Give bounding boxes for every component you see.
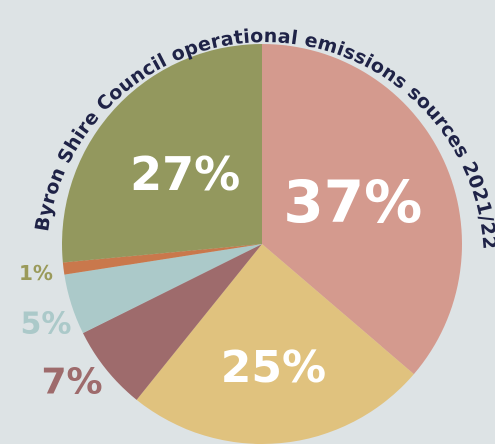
pie-label-5pct: 5% (21, 307, 72, 342)
pie-slice-37pct (262, 44, 462, 375)
pie-labels: 37% 25% 7% 5% 1% 27% (19, 147, 422, 403)
pie-slice-5pct (64, 244, 262, 334)
pie-label-7pct: 7% (41, 362, 102, 403)
pie-label-25pct: 25% (221, 342, 326, 393)
pie-label-27pct: 27% (130, 147, 240, 201)
pie-label-37pct: 37% (283, 168, 422, 236)
pie-slice-25pct (136, 244, 414, 444)
pie-slice-7pct (82, 244, 262, 400)
pie-slices (62, 44, 462, 444)
pie-slice-27pct (62, 44, 263, 263)
pie-slice-1pct (62, 244, 262, 275)
pie-label-1pct: 1% (19, 261, 53, 285)
